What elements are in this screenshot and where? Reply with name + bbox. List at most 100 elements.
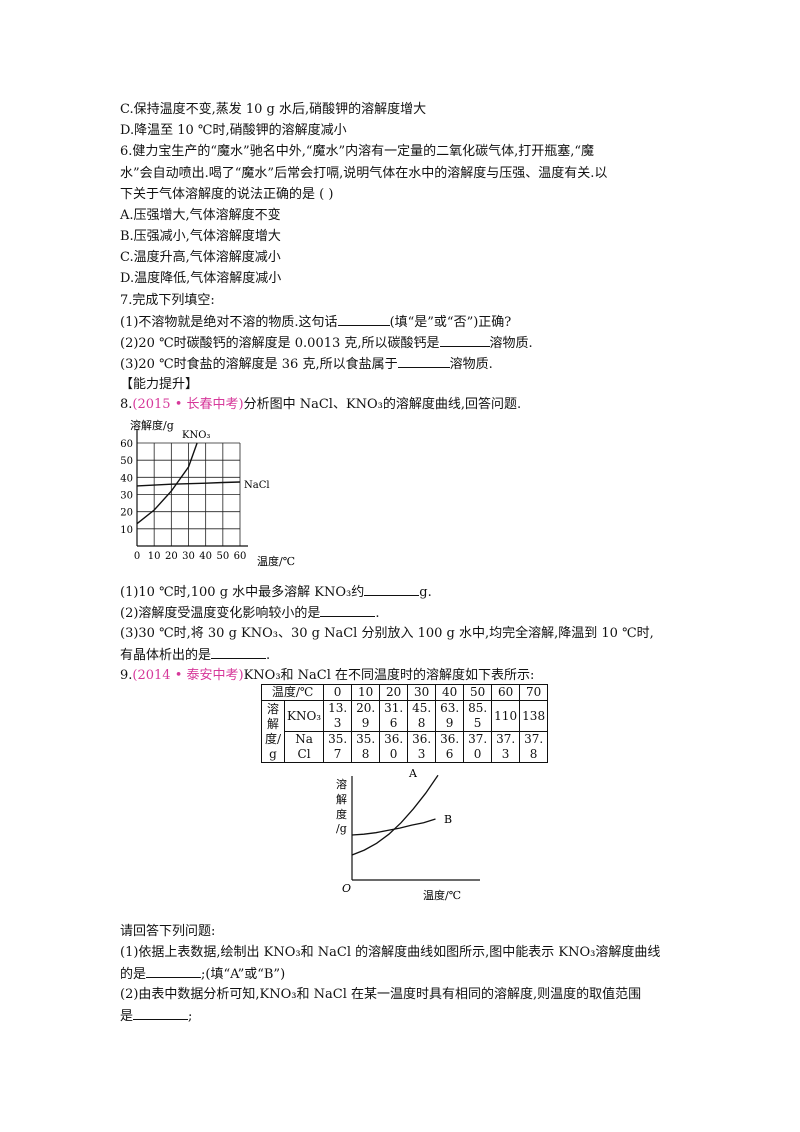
row-label-char: 溶 [266, 701, 279, 716]
y-tick-label: 30 [120, 491, 133, 502]
table-cell: 35.8 [351, 731, 381, 763]
table-cell-nacl-label: NaCl [283, 731, 325, 763]
x-axis-label: 温度/℃ [257, 554, 295, 568]
table-cell: 37.0 [463, 731, 493, 763]
cell-value: 37.8 [524, 732, 544, 761]
answer-blank[interactable] [439, 334, 490, 347]
row-label-char: 度/ [264, 731, 282, 746]
cell-value: 31.6 [384, 701, 404, 730]
q7-sub3-text: (3)20 ℃时食盐的溶解度是 36 克,所以食盐属于 [120, 357, 398, 372]
q8-sub3: (3)30 ℃时,将 30 g KNO₃、30 g NaCl 分别放入 100 … [120, 626, 654, 641]
answer-blank[interactable] [337, 313, 390, 326]
q7-sub1: (1)不溶物就是绝对不溶的物质.这句话 (填“是”或“否”)正确? [120, 313, 511, 331]
series-label-a: A [408, 768, 418, 780]
q9-source: (2014 • 泰安中考) [132, 668, 244, 683]
answer-blank[interactable] [364, 583, 420, 596]
q9-sub1-cont: 的是 ;(填“A”或“B”) [120, 965, 285, 983]
q5-option-c: C.保持温度不变,蒸发 10 g 水后,硝酸钾的溶解度增大 [120, 102, 427, 117]
answer-blank[interactable] [133, 1007, 189, 1020]
y-axis-label-char: 度 [336, 807, 347, 821]
q6-stem-line1: 6.健力宝生产的“魔水”驰名中外,“魔水”内溶有一定量的二氧化碳气体,打开瓶塞,… [120, 144, 595, 159]
q9-sub2-text-end: ; [188, 1009, 193, 1024]
answer-blank[interactable] [146, 965, 202, 978]
table-cell: 63.9 [435, 700, 465, 732]
answer-blank[interactable] [211, 646, 267, 659]
cell-value: 35.8 [356, 732, 376, 761]
q9-text: KNO₃和 NaCl 在不同温度时的溶解度如下表所示: [243, 668, 535, 683]
q7-sub2-text: (2)20 ℃时碳酸钙的溶解度是 0.0013 克,所以碳酸钙是 [120, 336, 440, 351]
table-row-nacl: NaCl 35.7 35.8 36.0 36.3 36.6 37.0 37.3 … [262, 731, 549, 763]
series-label-b: B [444, 813, 452, 826]
q9-stem: 9.(2014 • 泰安中考)KNO₃和 NaCl 在不同温度时的溶解度如下表所… [120, 667, 534, 684]
q8-sub2: (2)溶解度受温度变化影响较小的是. [120, 604, 380, 622]
table-cell: 37.3 [491, 731, 521, 763]
row-label-char: g [269, 746, 277, 761]
table-cell: 30 [407, 684, 437, 701]
series-label-nacl: NaCl [244, 480, 270, 491]
table-cell: 36.0 [379, 731, 409, 763]
q8-sub2-text: (2)溶解度受温度变化影响较小的是 [120, 606, 321, 621]
q8-sub1-text: (1)10 ℃时,100 g 水中最多溶解 KNO₃约 [120, 585, 365, 600]
answer-blank[interactable] [320, 604, 376, 617]
y-tick-label: 60 [120, 439, 133, 450]
y-tick-label: 10 [120, 525, 133, 536]
q7-sub1-text-end: (填“是”或“否”)正确? [389, 315, 512, 330]
cell-value: 36.6 [440, 732, 460, 761]
q6-option-d: D.温度降低,气体溶解度减小 [120, 271, 282, 286]
cell-value: 36.0 [384, 732, 404, 761]
table-cell: 35.7 [323, 731, 353, 763]
q6-option-c: C.温度升高,气体溶解度减小 [120, 250, 281, 265]
series-line-nacl [136, 481, 241, 487]
x-tick-label: 0 [134, 551, 140, 562]
q8-sub3-text: 有晶体析出的是 [120, 648, 212, 663]
q7-sub3: (3)20 ℃时食盐的溶解度是 36 克,所以食盐属于 溶物质. [120, 355, 493, 373]
table-cell: 70 [519, 684, 549, 701]
y-tick-label: 50 [120, 456, 133, 467]
table-cell: 50 [463, 684, 493, 701]
q7-title: 7.完成下列填空: [120, 293, 215, 308]
q9-sub2: (2)由表中数据分析可知,KNO₃和 NaCl 在某一温度时具有相同的溶解度,则… [120, 987, 642, 1002]
table-cell: 31.6 [379, 700, 409, 732]
nacl-kno3-solubility-chart: 0 10 20 30 40 50 60 10 20 30 40 50 60 溶解度/g 温度/℃ KNO… [120, 418, 295, 568]
cell-value: 45.8 [412, 701, 432, 730]
q8-number: 8. [120, 397, 133, 412]
y-axis-label-char: 解 [336, 792, 347, 806]
table-cell: 10 [351, 684, 381, 701]
q7-sub1-text: (1)不溶物就是绝对不溶的物质.这句话 [120, 315, 338, 330]
q6-stem-line3: 下关于气体溶解度的说法正确的是 ( ) [120, 187, 334, 202]
cell-value: 63.9 [440, 701, 460, 730]
cell-value: 35.7 [328, 732, 348, 761]
q8-sub1-text-end: g. [419, 585, 432, 600]
q8-sub3-cont: 有晶体析出的是. [120, 646, 270, 664]
q8-source: (2015 • 长春中考) [132, 397, 244, 412]
x-tick-label: 50 [216, 551, 229, 562]
table-cell: 36.3 [407, 731, 437, 763]
q5-option-d: D.降温至 10 ℃时,硝酸钾的溶解度减小 [120, 123, 347, 138]
x-tick-label: 30 [182, 551, 195, 562]
series-line-a [351, 774, 439, 856]
q9-number: 9. [120, 668, 133, 683]
table-cell: 0 [323, 684, 353, 701]
y-tick-label: 20 [120, 508, 133, 519]
table-cell-kno3-label: KNO₃ [283, 700, 325, 732]
cell-value: 13.3 [328, 701, 348, 730]
y-tick-label: 40 [120, 473, 133, 484]
q9-sub1: (1)依据上表数据,绘制出 KNO₃和 NaCl 的溶解度曲线如图所示,图中能表… [120, 945, 661, 960]
y-axis-label-char: /g [336, 822, 347, 835]
q8-stem: 8.(2015 • 长春中考)分析图中 NaCl、KNO₃的溶解度曲线,回答问题… [120, 396, 521, 413]
table-cell: 45.8 [407, 700, 437, 732]
y-axis-label: 溶解度/g [130, 418, 174, 432]
origin-label: O [342, 882, 351, 895]
q7-sub2-text-end: 溶物质. [489, 336, 533, 351]
table-cell: 20 [379, 684, 409, 701]
q9-sub1-text-end: ;(填“A”或“B”) [201, 967, 286, 982]
x-tick-label: 60 [234, 551, 247, 562]
cell-value: 85.5 [468, 701, 488, 730]
table-cell: 85.5 [463, 700, 493, 732]
table-cell: 20.9 [351, 700, 381, 732]
cell-value: NaCl [295, 732, 313, 761]
table-cell: 110 [491, 700, 521, 732]
x-axis-label: 温度/℃ [423, 888, 461, 902]
q6-stem-line2: 水”会自动喷出.喝了“魔水”后常会打嗝,说明气体在水中的溶解度与压强、温度有关.… [120, 166, 608, 181]
answer-blank[interactable] [397, 355, 450, 368]
